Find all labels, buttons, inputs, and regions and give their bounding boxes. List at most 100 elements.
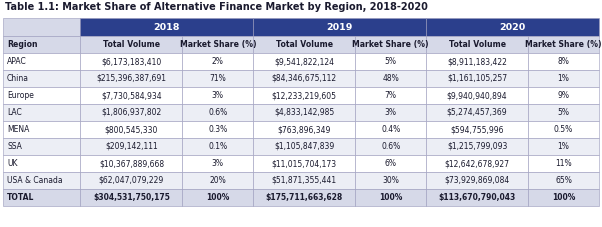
Bar xyxy=(182,53,253,70)
Text: 2018: 2018 xyxy=(154,22,180,32)
Bar xyxy=(81,172,182,189)
Bar xyxy=(81,18,253,36)
Text: Europe: Europe xyxy=(7,91,34,100)
Text: 2020: 2020 xyxy=(500,22,526,32)
Bar xyxy=(528,36,599,53)
Text: $215,396,387,691: $215,396,387,691 xyxy=(96,74,167,83)
Text: Market Share (%): Market Share (%) xyxy=(526,40,602,49)
Text: Total Volume: Total Volume xyxy=(276,40,333,49)
Text: 2%: 2% xyxy=(212,57,224,66)
Bar xyxy=(528,87,599,104)
Bar xyxy=(3,172,81,189)
Text: 30%: 30% xyxy=(382,176,399,185)
Text: Region: Region xyxy=(7,40,37,49)
Text: China: China xyxy=(7,74,29,83)
Text: $84,346,675,112: $84,346,675,112 xyxy=(272,74,337,83)
Text: $594,755,996: $594,755,996 xyxy=(450,125,504,134)
Bar xyxy=(528,172,599,189)
Text: $10,367,889,668: $10,367,889,668 xyxy=(99,159,164,168)
Text: Table 1.1: Market Share of Alternative Finance Market by Region, 2018-2020: Table 1.1: Market Share of Alternative F… xyxy=(5,2,428,12)
Text: USA & Canada: USA & Canada xyxy=(7,176,63,185)
Text: $5,274,457,369: $5,274,457,369 xyxy=(447,108,507,117)
Bar xyxy=(182,155,253,172)
Bar xyxy=(253,138,355,155)
Text: $1,215,799,093: $1,215,799,093 xyxy=(447,142,507,151)
Bar xyxy=(81,104,182,121)
Bar xyxy=(182,121,253,138)
Bar xyxy=(253,104,355,121)
Bar xyxy=(426,104,528,121)
Bar xyxy=(182,138,253,155)
Bar xyxy=(528,155,599,172)
Bar xyxy=(253,70,355,87)
Text: 48%: 48% xyxy=(382,74,399,83)
Text: Market Share (%): Market Share (%) xyxy=(179,40,256,49)
Text: 3%: 3% xyxy=(385,108,397,117)
Text: $113,670,790,043: $113,670,790,043 xyxy=(438,193,516,202)
Bar xyxy=(528,189,599,206)
Text: 1%: 1% xyxy=(557,74,569,83)
Bar xyxy=(355,36,426,53)
Text: 100%: 100% xyxy=(206,193,229,202)
Text: 100%: 100% xyxy=(552,193,576,202)
Bar xyxy=(81,189,182,206)
Bar xyxy=(355,138,426,155)
Bar xyxy=(528,138,599,155)
Bar xyxy=(355,121,426,138)
Text: $7,730,584,934: $7,730,584,934 xyxy=(101,91,162,100)
Bar xyxy=(528,104,599,121)
Bar xyxy=(81,70,182,87)
Bar xyxy=(3,104,81,121)
Text: 2019: 2019 xyxy=(326,22,353,32)
Text: 11%: 11% xyxy=(555,159,572,168)
Text: 5%: 5% xyxy=(557,108,569,117)
Text: $175,711,663,628: $175,711,663,628 xyxy=(265,193,343,202)
Bar xyxy=(426,87,528,104)
Text: 0.5%: 0.5% xyxy=(554,125,573,134)
Bar xyxy=(253,189,355,206)
Bar xyxy=(253,87,355,104)
Bar xyxy=(426,121,528,138)
Text: TOTAL: TOTAL xyxy=(7,193,34,202)
Text: 0.6%: 0.6% xyxy=(381,142,400,151)
Bar xyxy=(426,189,528,206)
Bar xyxy=(182,104,253,121)
Bar xyxy=(81,87,182,104)
Text: LAC: LAC xyxy=(7,108,22,117)
Text: Total Volume: Total Volume xyxy=(448,40,506,49)
Text: $800,545,330: $800,545,330 xyxy=(105,125,158,134)
Text: 5%: 5% xyxy=(385,57,397,66)
Text: 0.1%: 0.1% xyxy=(208,142,228,151)
Text: $9,940,940,894: $9,940,940,894 xyxy=(447,91,507,100)
Text: 71%: 71% xyxy=(209,74,226,83)
Text: $62,047,079,229: $62,047,079,229 xyxy=(99,176,164,185)
Text: 3%: 3% xyxy=(212,159,224,168)
Text: $763,896,349: $763,896,349 xyxy=(278,125,331,134)
Bar xyxy=(426,70,528,87)
Bar xyxy=(182,70,253,87)
Text: $1,105,847,839: $1,105,847,839 xyxy=(274,142,335,151)
Bar xyxy=(253,121,355,138)
Bar xyxy=(3,53,81,70)
Text: $11,015,704,173: $11,015,704,173 xyxy=(272,159,337,168)
Bar xyxy=(528,53,599,70)
Text: 0.6%: 0.6% xyxy=(208,108,228,117)
Text: Market Share (%): Market Share (%) xyxy=(353,40,429,49)
Bar xyxy=(3,138,81,155)
Text: 6%: 6% xyxy=(385,159,397,168)
Bar xyxy=(81,53,182,70)
Text: $9,541,822,124: $9,541,822,124 xyxy=(275,57,334,66)
Bar xyxy=(528,70,599,87)
Bar xyxy=(355,155,426,172)
Bar xyxy=(182,87,253,104)
Bar xyxy=(81,155,182,172)
Text: 1%: 1% xyxy=(557,142,569,151)
Text: $12,233,219,605: $12,233,219,605 xyxy=(272,91,337,100)
Text: $51,871,355,441: $51,871,355,441 xyxy=(272,176,337,185)
Text: $4,833,142,985: $4,833,142,985 xyxy=(274,108,335,117)
Bar xyxy=(253,53,355,70)
Text: $1,161,105,257: $1,161,105,257 xyxy=(447,74,507,83)
Bar xyxy=(253,155,355,172)
Text: 3%: 3% xyxy=(212,91,224,100)
Text: $6,173,183,410: $6,173,183,410 xyxy=(101,57,161,66)
